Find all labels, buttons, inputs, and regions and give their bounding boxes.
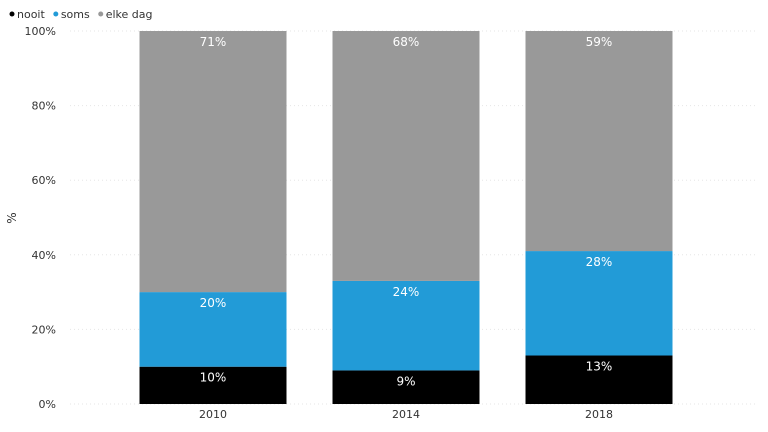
bar-2014-elke-dag xyxy=(332,31,480,281)
data-label-2014-nooit: 9% xyxy=(396,374,415,388)
legend-label-0: nooit xyxy=(17,8,45,21)
data-label-2018-elke-dag: 59% xyxy=(586,35,613,49)
chart-legend: nooit soms elke dag xyxy=(9,8,153,21)
y-tick-label-5: 100% xyxy=(25,25,56,38)
data-label-2014-elke-dag: 68% xyxy=(393,35,420,49)
data-label-2010-elke-dag: 71% xyxy=(200,35,227,49)
y-axis: % 0% 20% 40% 60% 80% 100% xyxy=(5,25,56,411)
data-labels: 10% 20% 71% 9% 24% 68% 13% 28% 59% xyxy=(200,35,613,388)
y-tick-label-2: 40% xyxy=(32,249,56,262)
bar-2010-elke-dag xyxy=(139,31,287,293)
bars xyxy=(139,31,673,404)
x-axis: 2010 2014 2018 xyxy=(199,408,613,421)
data-label-2018-nooit: 13% xyxy=(586,360,613,374)
bar-2014-nooit xyxy=(332,370,480,404)
y-tick-label-0: 0% xyxy=(39,398,56,411)
x-tick-label-2018: 2018 xyxy=(585,408,613,421)
legend-label-1: soms xyxy=(61,8,90,21)
bar-2010-nooit xyxy=(139,366,287,404)
legend-marker-1 xyxy=(53,11,59,17)
bar-2010-soms xyxy=(139,292,287,367)
x-tick-label-2014: 2014 xyxy=(392,408,420,421)
bar-2018-nooit xyxy=(525,355,673,404)
x-tick-label-2010: 2010 xyxy=(199,408,227,421)
data-label-2010-soms: 20% xyxy=(200,296,227,310)
y-tick-label-1: 20% xyxy=(32,323,56,336)
bar-2018-soms xyxy=(525,251,673,356)
y-tick-label-4: 80% xyxy=(32,100,56,113)
data-label-2010-nooit: 10% xyxy=(200,371,227,385)
legend-marker-2 xyxy=(98,11,104,17)
data-label-2018-soms: 28% xyxy=(586,255,613,269)
legend-marker-0 xyxy=(9,11,15,17)
y-axis-title: % xyxy=(5,212,19,223)
legend-label-2: elke dag xyxy=(106,8,153,21)
data-label-2014-soms: 24% xyxy=(393,285,420,299)
y-tick-label-3: 60% xyxy=(32,174,56,187)
bar-2014-soms xyxy=(332,280,480,371)
bar-2018-elke-dag xyxy=(525,31,673,252)
